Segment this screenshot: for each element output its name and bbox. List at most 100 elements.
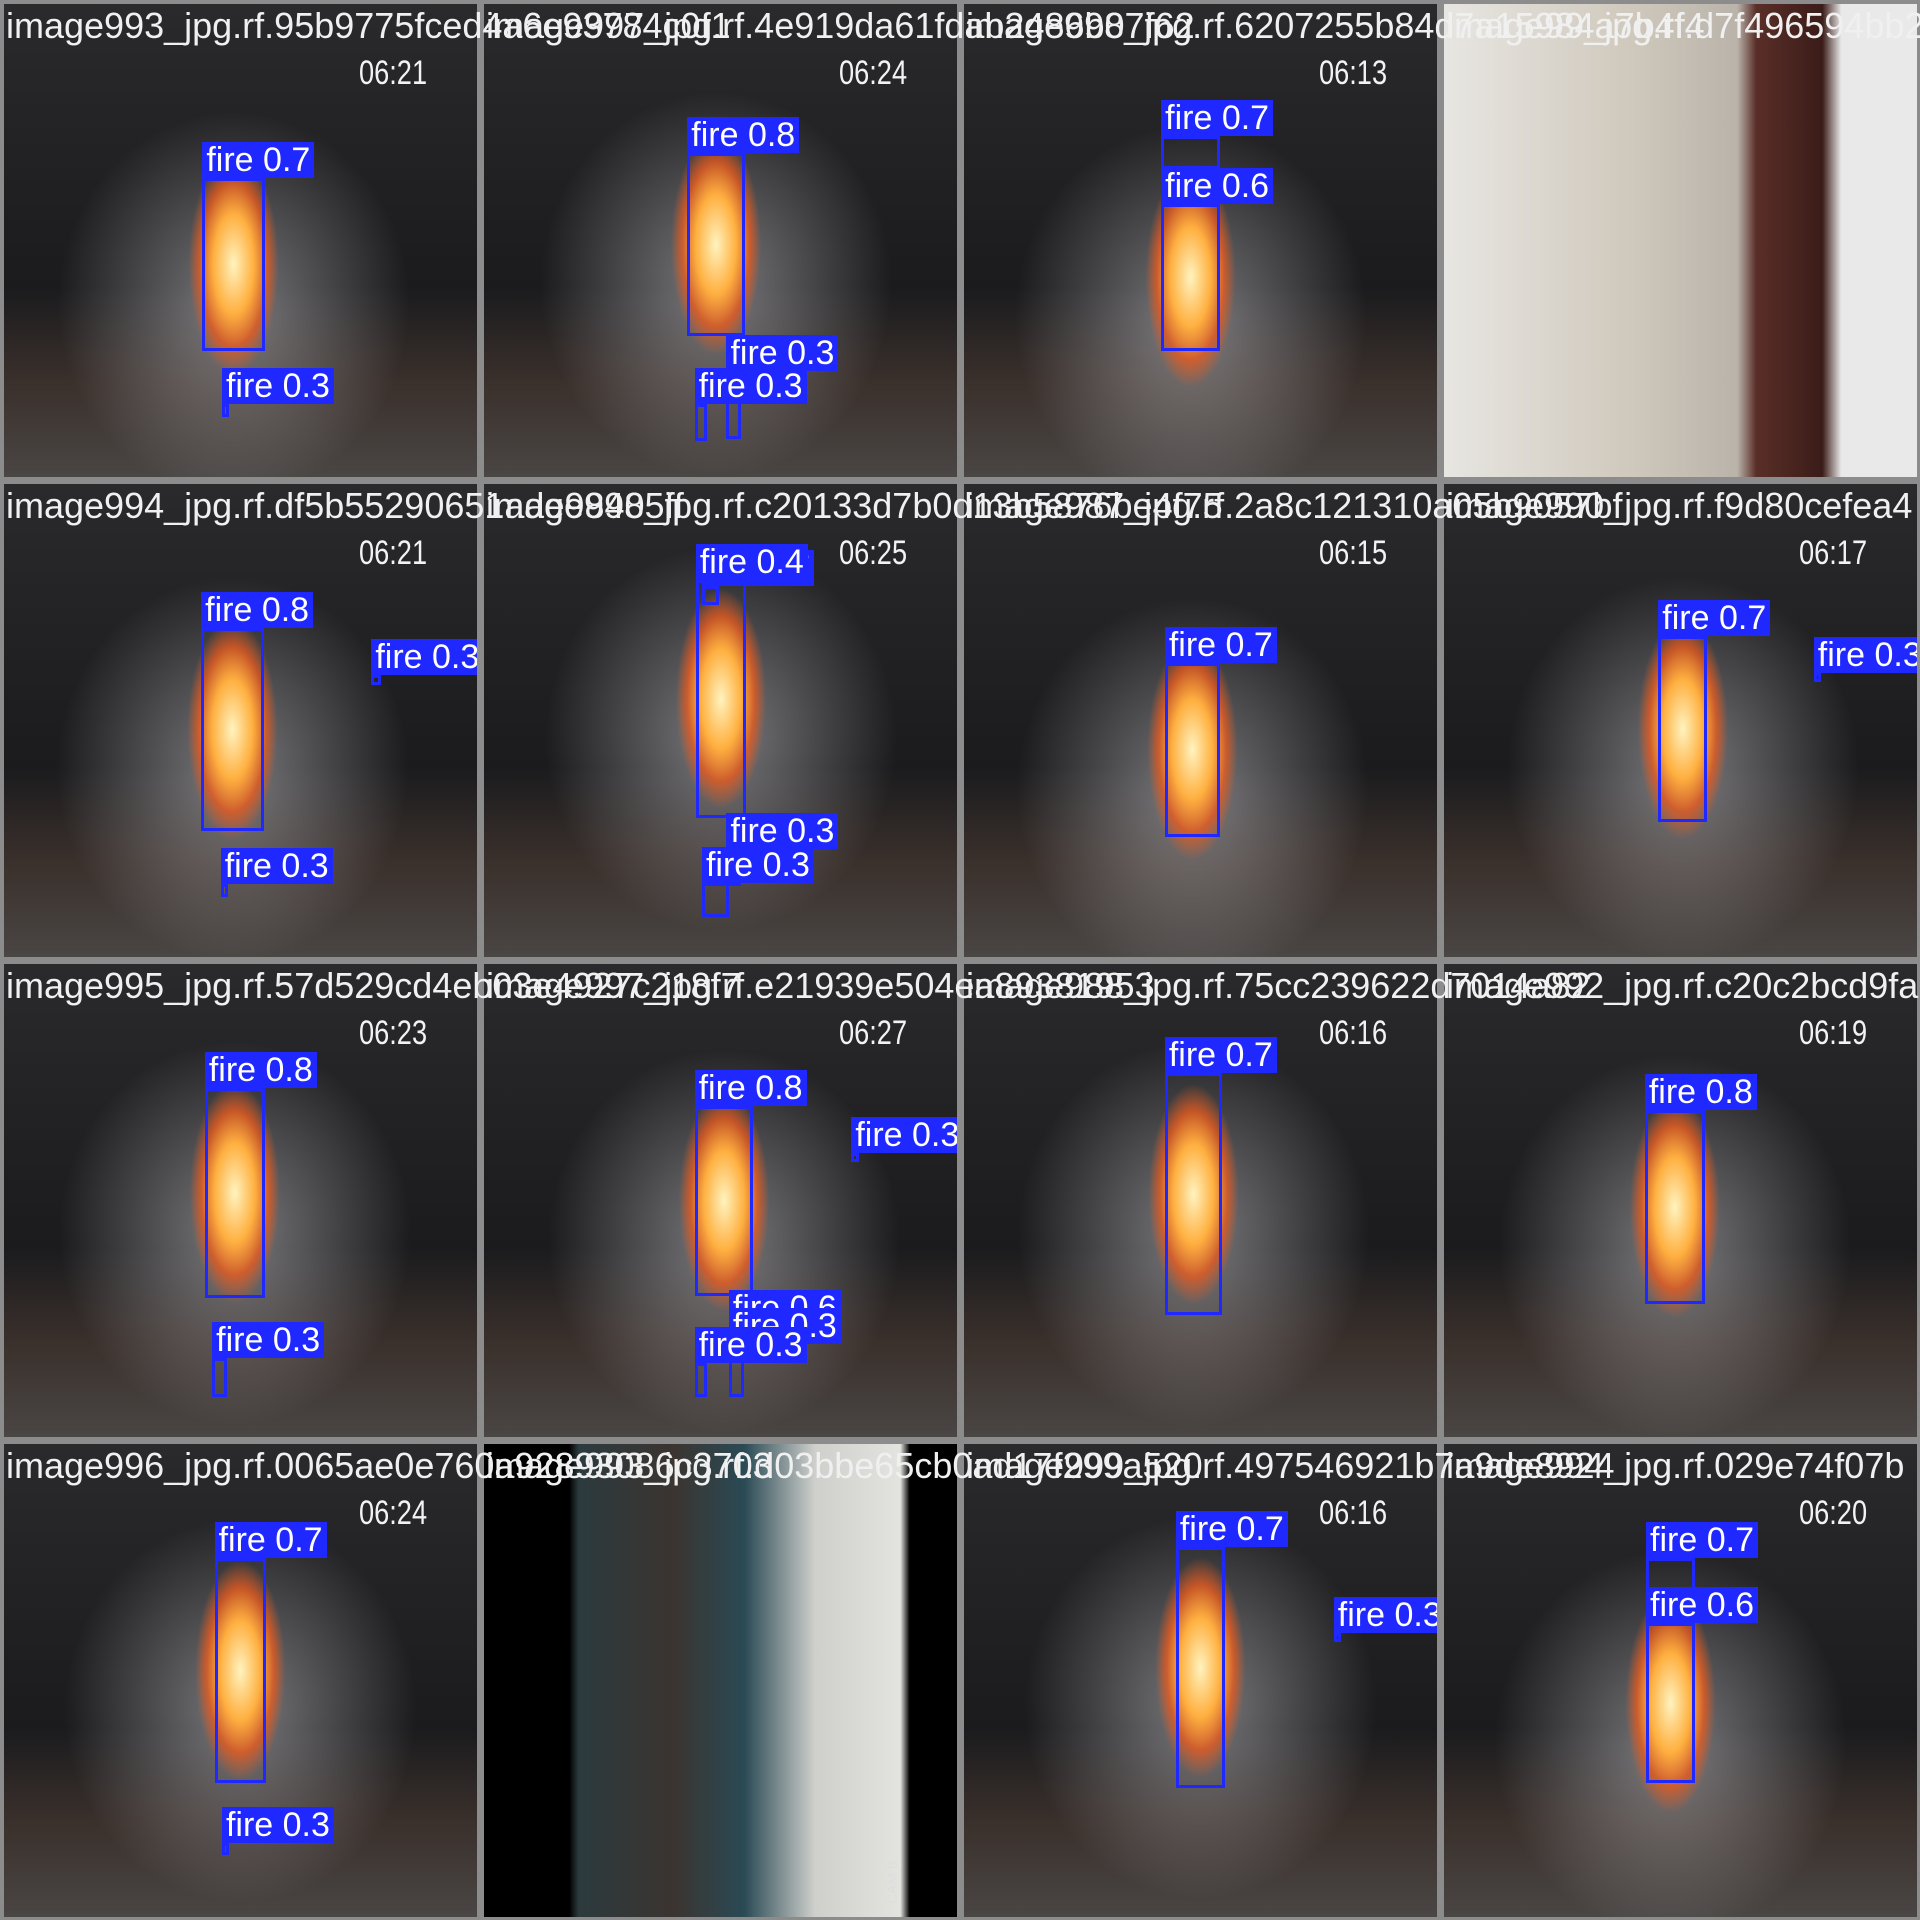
- bounding-box: [221, 404, 230, 417]
- bounding-box: [1333, 1632, 1342, 1643]
- filename: image994_jpg.rf.029e74f07b: [1446, 1445, 1905, 1486]
- image-tile: 06:17 fire 0.7 fire 0.3: [1444, 484, 1917, 957]
- timestamp: 06:23: [359, 1014, 428, 1052]
- image-tile: 06:19 fire 0.8: [1444, 964, 1917, 1437]
- image-tile: 06:23 fire 0.8 fire 0.3: [4, 964, 477, 1437]
- bounding-box: [1175, 1546, 1225, 1789]
- image-tile: 06:21 fire 0.8 fire 0.3 fire 0.3: [4, 484, 477, 957]
- detection-label: fire 0.7: [1658, 599, 1771, 636]
- filename: image997_jpg.rf.4e919da61fdab2486b07f62: [486, 5, 1195, 46]
- detection-label: fire 0.8: [694, 1070, 807, 1107]
- detection-label: fire 0.8: [201, 592, 314, 629]
- timestamp: 06:20: [1799, 1494, 1868, 1532]
- timestamp: 06:27: [839, 1014, 908, 1052]
- filename: image993_jpg.rf.95b9775fced4a6e93784c0f1: [6, 5, 731, 46]
- filename: image998_jpg.rf.6207255b84d7a15984a7b4f4: [966, 5, 1705, 46]
- bounding-box: [1646, 1557, 1695, 1590]
- bounding-box: [1644, 1109, 1705, 1305]
- detection-label: fire 0.8: [687, 117, 800, 154]
- detection-label: fire 0.7: [1175, 1510, 1288, 1547]
- detection-label: fire 0.3: [221, 368, 334, 405]
- detection-label: fire 0.3: [221, 1807, 334, 1844]
- detection-label: fire 0.7: [1164, 1036, 1277, 1073]
- detection-label: fire 0.7: [1161, 100, 1274, 137]
- bounding-box: [851, 1152, 859, 1163]
- timestamp: 06:24: [359, 1494, 428, 1532]
- image-tile: CAM 8: [484, 1444, 957, 1917]
- timestamp: 06:21: [359, 534, 428, 572]
- timestamp: 06:21: [359, 54, 428, 92]
- timestamp: 06:13: [1319, 54, 1388, 92]
- filename: image996_jpg.rf.0065ae0e760a92893086c370…: [6, 1445, 773, 1486]
- bounding-box: [695, 579, 747, 819]
- timestamp: 06:24: [839, 54, 908, 92]
- timestamp: 06:15: [1319, 534, 1388, 572]
- filename: image993_jpg.rf.d03bbe65cb0ad17f299a520: [486, 1445, 1203, 1486]
- image-tile: 06:21 fire 0.7 fire 0.3: [4, 4, 477, 477]
- detection-label: fire 0.3: [726, 335, 839, 372]
- detection-label: fire 0.3: [851, 1116, 957, 1153]
- filename: image997_jpg.rf.e21939e504ea89381953: [486, 965, 1155, 1006]
- detection-label: fire 0.8: [1644, 1073, 1757, 1110]
- detection-label: fire 0.6: [1646, 1586, 1758, 1623]
- image-tile: 06:16 fire 0.7: [964, 964, 1437, 1437]
- filename: image992_jpg.rf.c20c2bcd9fa: [1446, 965, 1919, 1006]
- detection-label: fire 0.4: [695, 543, 808, 580]
- bounding-box: [1161, 203, 1220, 351]
- bounding-box: [694, 1363, 707, 1398]
- detection-label: fire 0.3: [220, 848, 333, 885]
- bounding-box: [202, 177, 265, 351]
- detection-label: fire 0.7: [1646, 1521, 1758, 1558]
- bounding-box: [1164, 662, 1220, 837]
- detection-label: fire 0.6: [1161, 167, 1274, 204]
- image-tile: 06:20 fire 0.7 fire 0.6: [1444, 1444, 1917, 1917]
- filename: image987_jpg.rf.2a8c121310a05b9057bf: [966, 485, 1623, 526]
- bounding-box: [204, 1087, 265, 1299]
- filename: image99_jpg.rf.d7f496594bb2a3: [1446, 5, 1920, 46]
- detection-label: fire 0.3: [726, 812, 839, 849]
- filename: image999_jpg.rf.497546921b7a9de8924: [966, 1445, 1615, 1486]
- bounding-box: [1161, 136, 1220, 170]
- bounding-box: [201, 628, 264, 831]
- bounding-box: [212, 1358, 227, 1398]
- timestamp: 06:16: [1319, 1014, 1388, 1052]
- image-tile: 06:16 fire 0.7 fire 0.3: [964, 1444, 1437, 1917]
- filename: image994_jpg.rf.df5b55290651ade98405ff: [6, 485, 684, 526]
- timestamp: 06:25: [839, 534, 908, 572]
- bounding-box: [1813, 672, 1822, 683]
- detection-label: fire 0.3: [212, 1322, 325, 1359]
- detection-label: fire 0.3: [371, 639, 477, 676]
- bounding-box: [694, 404, 707, 442]
- timestamp: 06:19: [1799, 1014, 1868, 1052]
- detection-label: fire 0.7: [214, 1521, 327, 1558]
- image-tile: [1444, 4, 1917, 477]
- bounding-box: [220, 884, 229, 897]
- detection-label: fire 0.3: [694, 368, 807, 405]
- bounding-box: [701, 883, 729, 918]
- bounding-box: [1658, 635, 1708, 822]
- bounding-box: [371, 675, 382, 685]
- filename: image990_jpg.rf.f9d80cefea4: [1446, 485, 1913, 526]
- filename: image995_jpg.rf.57d529cd4eb03e4927c218f7: [6, 965, 741, 1006]
- bounding-box: [221, 1843, 230, 1856]
- filename: image988_jpg.rf.75cc239622d7014a82: [966, 965, 1591, 1006]
- detection-label: fire 0.7: [1164, 626, 1277, 663]
- bounding-box: [214, 1557, 267, 1784]
- image-tile: 06:15 fire 0.7: [964, 484, 1437, 957]
- image-tile: 06:13 fire 0.7 fire 0.6: [964, 4, 1437, 477]
- image-tile: 06:24 fire 0.8 fire 0.3 fire 0.3: [484, 4, 957, 477]
- bounding-box: [1646, 1622, 1695, 1784]
- bounding-box: [694, 1106, 754, 1296]
- filename: image998_jpg.rf.c20133d7b0d13b5876be4f75: [486, 485, 1223, 526]
- detection-label: fire 0.8: [204, 1051, 317, 1088]
- detection-label: fire 0.3: [1333, 1596, 1437, 1633]
- timestamp: 06:16: [1319, 1494, 1388, 1532]
- timestamp: 06:17: [1799, 534, 1868, 572]
- bounding-box: [701, 585, 720, 606]
- image-tile: 06:24 fire 0.7 fire 0.3: [4, 1444, 477, 1917]
- detection-label: fire 0.7: [202, 141, 315, 178]
- camera-label: CAM 8: [884, 1861, 900, 1904]
